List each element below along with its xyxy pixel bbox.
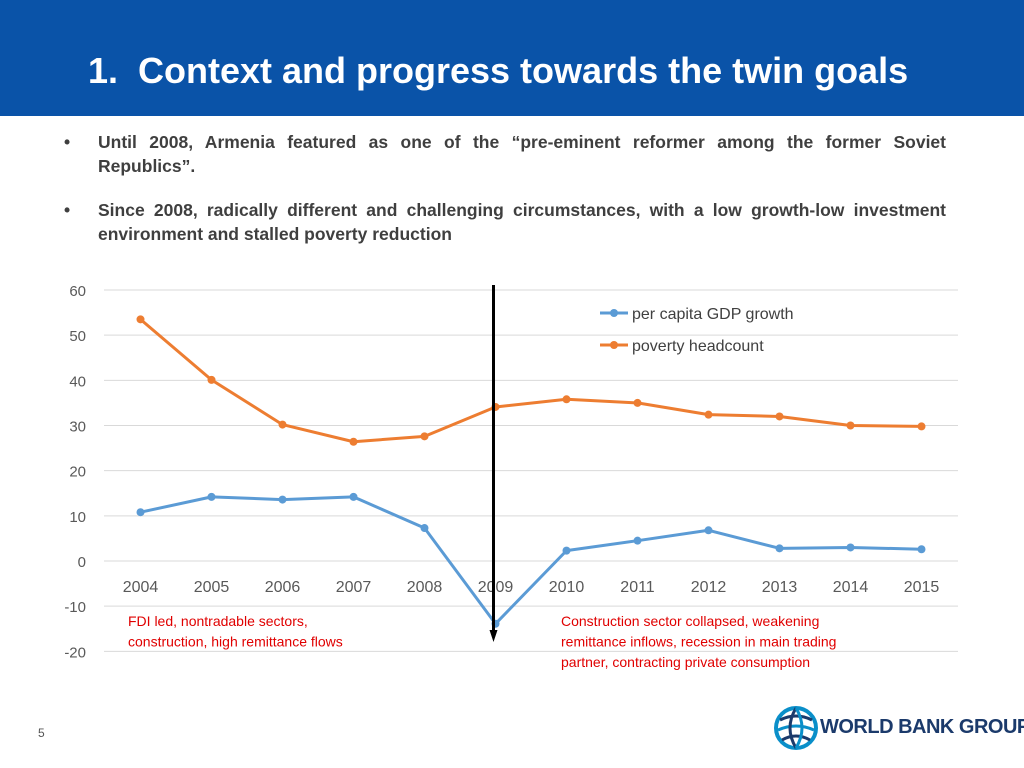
title-number: 1. [88,50,119,91]
x-tick-label: 2013 [762,579,798,596]
legend-marker [610,341,618,349]
data-point [775,412,784,421]
x-tick-label: 2015 [904,579,940,596]
annotation-line: remittance inflows, recession in main tr… [561,634,836,650]
data-point [704,526,713,535]
y-tick-label: 0 [78,554,86,571]
data-point [633,398,642,407]
page-title: 1. Context and progress towards the twin … [88,50,908,92]
data-point [278,420,287,429]
title-text: Context and progress towards the twin go… [138,50,909,91]
data-point [349,437,358,446]
page-number: 5 [38,726,45,740]
data-point [278,495,287,504]
x-tick-label: 2007 [336,579,372,596]
world-bank-logo [774,706,818,750]
data-point [420,524,429,533]
series-line-gdp [140,495,922,626]
data-point [917,422,926,431]
divider-arrowhead [489,630,498,642]
x-tick-label: 2012 [691,579,727,596]
data-point [704,410,713,419]
x-tick-label: 2004 [123,579,159,596]
x-tick-label: 2008 [407,579,443,596]
y-tick-label: 30 [69,419,86,436]
y-tick-label: -10 [64,599,86,616]
globe-icon [774,706,818,750]
data-point [349,492,358,501]
bullet-item-2: • Since 2008, radically different and ch… [64,198,946,248]
logo-text: WORLD BANK GROUP [820,716,1024,738]
data-point [207,375,216,384]
data-point [136,315,145,324]
legend-marker [610,309,618,317]
annotation-line: Construction sector collapsed, weakening [561,613,819,629]
legend-label: poverty headcount [632,338,764,355]
data-point [775,544,784,553]
bullet-marker: • [64,132,71,152]
y-tick-label: 20 [69,464,86,481]
data-point [207,492,216,501]
header-bar: 1. Context and progress towards the twin … [0,0,1024,116]
y-tick-label: -20 [64,644,86,661]
data-point [846,421,855,430]
bullet-text: Until 2008, Armenia featured as one of t… [98,132,946,176]
data-point [136,508,145,517]
series-line-poverty [139,318,922,444]
y-tick-label: 10 [69,509,86,526]
x-tick-label: 2010 [549,579,585,596]
bullet-marker: • [64,200,71,220]
x-tick-label: 2011 [620,579,655,596]
x-tick-label: 2005 [194,579,230,596]
data-point [846,543,855,552]
bullet-text: Since 2008, radically different and chal… [98,200,946,244]
data-point [562,395,571,404]
x-tick-label: 2009 [478,579,514,596]
data-point [633,536,642,545]
y-tick-label: 60 [69,283,86,300]
data-point [420,432,429,441]
annotation-line: FDI led, nontradable sectors, [128,613,308,629]
data-point [562,546,571,555]
y-tick-label: 40 [69,373,86,390]
x-tick-label: 2006 [265,579,301,596]
x-tick-label: 2014 [833,579,869,596]
legend-label: per capita GDP growth [632,306,794,323]
bullet-item-1: • Until 2008, Armenia featured as one of… [64,130,946,180]
annotation-line: construction, high remittance flows [128,634,343,650]
annotation-line: partner, contracting private consumption [561,654,810,670]
y-tick-label: 50 [69,328,86,345]
data-point [917,545,926,554]
